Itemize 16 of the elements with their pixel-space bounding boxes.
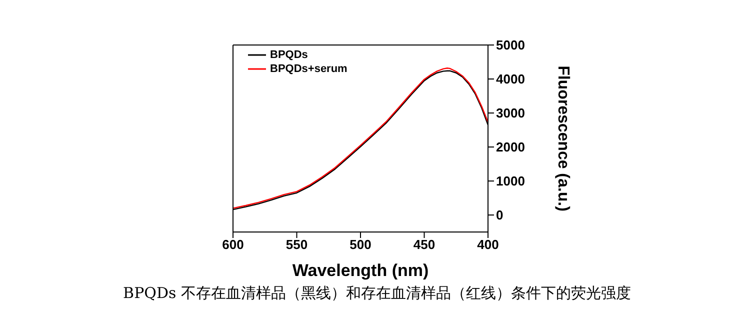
x-tick-label: 500 (350, 237, 372, 252)
x-tick-label: 600 (222, 237, 244, 252)
x-axis-title: Wavelength (nm) (292, 261, 429, 280)
y-tick-label: 3000 (496, 106, 525, 121)
x-tick-label: 550 (286, 237, 308, 252)
y-tick-label: 5000 (496, 38, 525, 53)
y-tick-label: 2000 (496, 140, 525, 155)
legend-label: BPQDs (270, 48, 308, 62)
x-tick-label: 400 (477, 237, 499, 252)
y-tick-label: 4000 (496, 72, 525, 87)
y-tick-label: 0 (496, 208, 504, 223)
y-axis-title: Fluorescence (a.u.) (554, 66, 572, 212)
legend-label: BPQDs+serum (270, 62, 348, 76)
y-tick-label: 1000 (496, 174, 525, 189)
text: BPQDs 不存在血清样品（黑线）和存在血清样品（红线）条件下的荧光强度 (122, 284, 632, 303)
x-tick-label: 450 (413, 237, 436, 252)
